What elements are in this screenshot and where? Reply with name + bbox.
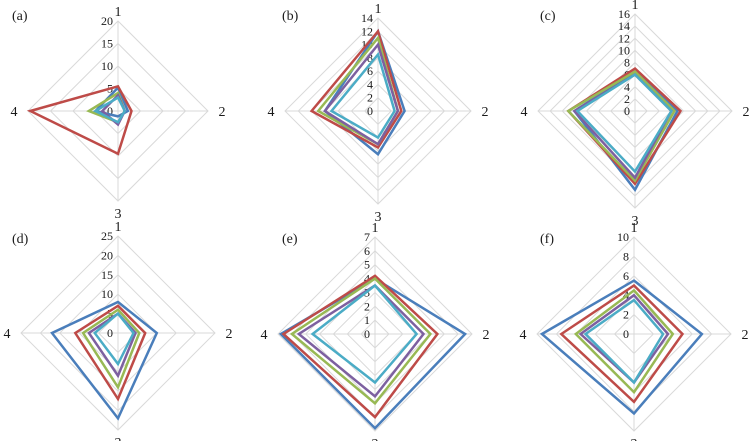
axis-label: 4	[11, 105, 18, 120]
series-polygon-4	[296, 283, 426, 399]
series-polygon-5	[575, 73, 673, 174]
tick-label: 1	[364, 313, 370, 327]
tick-label: 10	[101, 59, 113, 73]
axis-label: 2	[219, 105, 226, 120]
tick-label: 2	[367, 91, 373, 105]
tick-label: 10	[101, 287, 113, 301]
radar-panel-f: (f)02468101234	[520, 221, 749, 441]
tick-label: 14	[361, 11, 373, 25]
axis-label: 4	[4, 327, 11, 342]
axis-label: 3	[375, 210, 382, 225]
radar-panel-e: (e)012345671234	[261, 221, 490, 441]
tick-label: 15	[101, 268, 113, 282]
tick-label: 10	[617, 230, 629, 244]
series-polygon-1	[50, 300, 159, 421]
series-polygon-1	[323, 28, 406, 157]
tick-label: 0	[107, 326, 113, 340]
series-polygon-1	[539, 279, 704, 416]
axis-label: 3	[632, 214, 639, 229]
series-polygon-5	[329, 51, 396, 140]
series-polygon-5	[310, 283, 419, 385]
radar-panel-d: (d)05101520251234	[4, 220, 233, 441]
panel-label: (c)	[540, 9, 556, 24]
tick-label: 0	[364, 327, 370, 341]
series-polygon-2	[73, 304, 147, 402]
axis-label: 2	[226, 327, 233, 342]
axis-label: 1	[372, 221, 379, 236]
axis-label: 3	[115, 207, 122, 222]
tick-label: 6	[367, 64, 373, 78]
tick-label: 2	[623, 308, 629, 322]
axis-label: 1	[115, 5, 122, 20]
axis-label: 1	[631, 221, 638, 236]
tick-label: 2	[624, 92, 630, 106]
panel-label: (b)	[282, 9, 299, 24]
tick-label: 6	[623, 269, 629, 283]
series-polygon-2	[26, 84, 133, 156]
tick-label: 0	[623, 327, 629, 341]
axis-label: 1	[632, 0, 639, 13]
tick-label: 20	[101, 248, 113, 262]
axis-label: 3	[115, 436, 122, 441]
tick-label: 5	[364, 258, 370, 272]
series-polygon-3	[81, 308, 141, 391]
tick-label: 25	[101, 229, 113, 243]
tick-label: 6	[364, 244, 370, 258]
panel-label: (e)	[282, 232, 298, 247]
series-polygon-1	[278, 277, 468, 430]
series-polygon-3	[573, 288, 675, 395]
panel-label: (f)	[540, 232, 554, 247]
series-polygon-3	[566, 70, 676, 183]
tick-label: 0	[624, 104, 630, 118]
series-polygon-2	[559, 283, 685, 404]
series-polygon-2	[281, 274, 440, 419]
series-polygon-4	[323, 41, 400, 146]
tick-label: 0	[107, 104, 113, 118]
tick-label: 4	[364, 272, 370, 286]
series-polygon-5	[92, 311, 135, 367]
tick-label: 8	[624, 56, 630, 70]
axis-label: 1	[115, 220, 122, 235]
tick-label: 16	[618, 7, 630, 21]
series-polygon-5	[92, 95, 127, 124]
tick-label: 0	[367, 104, 373, 118]
tick-label: 12	[361, 24, 373, 38]
tick-label: 12	[618, 31, 630, 45]
axis-label: 3	[372, 437, 379, 441]
tick-label: 10	[618, 43, 630, 57]
panel-label: (d)	[12, 232, 29, 247]
axis-label: 4	[521, 105, 528, 120]
axis-label: 2	[742, 328, 749, 343]
tick-label: 8	[367, 51, 373, 65]
axis-label: 4	[268, 105, 275, 120]
series-polygon-5	[583, 298, 665, 385]
tick-label: 7	[364, 230, 370, 244]
tick-label: 8	[623, 249, 629, 263]
series-polygon-2	[309, 28, 403, 150]
tick-label: 4	[367, 77, 373, 91]
series-polygon-3	[289, 276, 433, 406]
tick-label: 14	[618, 19, 630, 33]
tick-label: 4	[624, 80, 630, 94]
panel-label: (a)	[12, 9, 28, 24]
tick-label: 20	[101, 14, 113, 28]
axis-label: 4	[261, 328, 268, 343]
axis-label: 4	[520, 328, 527, 343]
axis-label: 2	[482, 105, 489, 120]
tick-label: 2	[364, 299, 370, 313]
axis-label: 2	[743, 105, 750, 120]
axis-label: 2	[483, 328, 490, 343]
tick-label: 15	[101, 37, 113, 51]
axis-label: 3	[631, 437, 638, 441]
axis-label: 1	[375, 2, 382, 17]
